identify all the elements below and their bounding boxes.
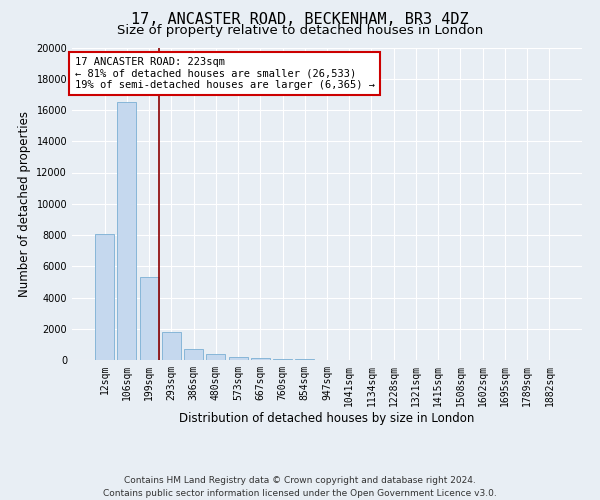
- Bar: [118, 102, 136, 360]
- Text: Size of property relative to detached houses in London: Size of property relative to detached ho…: [117, 24, 483, 37]
- Text: 17, ANCASTER ROAD, BECKENHAM, BR3 4DZ: 17, ANCASTER ROAD, BECKENHAM, BR3 4DZ: [131, 12, 469, 28]
- Bar: [184, 349, 203, 360]
- Bar: [251, 358, 270, 360]
- Bar: [140, 277, 158, 360]
- Bar: [95, 234, 114, 360]
- Bar: [273, 359, 292, 360]
- Text: Contains HM Land Registry data © Crown copyright and database right 2024.
Contai: Contains HM Land Registry data © Crown c…: [103, 476, 497, 498]
- Y-axis label: Number of detached properties: Number of detached properties: [18, 111, 31, 296]
- Bar: [206, 354, 225, 360]
- X-axis label: Distribution of detached houses by size in London: Distribution of detached houses by size …: [179, 412, 475, 424]
- Text: 17 ANCASTER ROAD: 223sqm
← 81% of detached houses are smaller (26,533)
19% of se: 17 ANCASTER ROAD: 223sqm ← 81% of detach…: [74, 57, 374, 90]
- Bar: [229, 357, 248, 360]
- Bar: [162, 332, 181, 360]
